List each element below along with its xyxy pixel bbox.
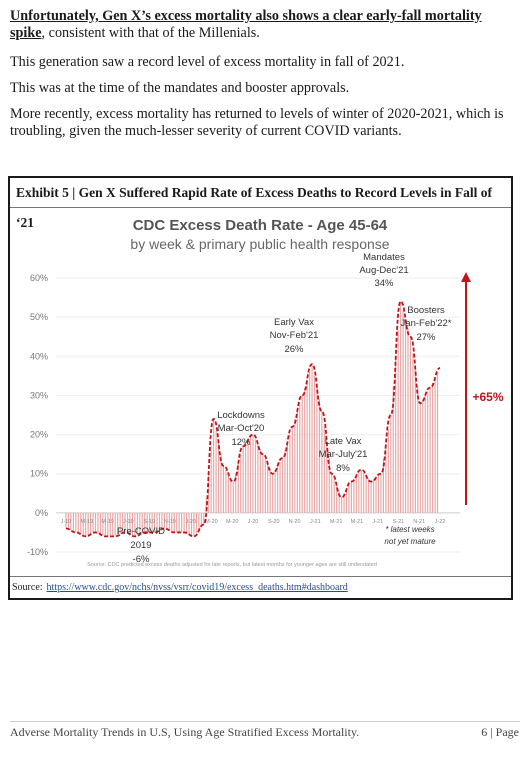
paragraph-text: , consistent with that of the Millenials… [41, 25, 260, 41]
x-tick-label: M-19 [101, 519, 114, 525]
annotation-latevax-1: Late Vax [325, 436, 362, 447]
x-tick-label: J-19 [123, 519, 134, 525]
x-tick-label: J-21 [372, 519, 383, 525]
annotation-precovid-1: Pre-COVID [117, 526, 165, 537]
exhibit-title: Exhibit 5 | Gen X Suffered Rapid Rate of… [10, 178, 511, 230]
x-tick-label: J-20 [248, 519, 259, 525]
paragraph-emphasis: Unfortunately, Gen X’s excess mortality … [10, 8, 482, 41]
annotation-boosters-3: 27% [416, 332, 436, 343]
chart-area: CDC Excess Death Rate - Age 45-64 by wee… [10, 208, 511, 580]
y-axis-labels: 60% 50% 40% 30% 20% 10% 0% -10% [27, 273, 48, 557]
x-tick-label: J-20 [185, 519, 196, 525]
source-link[interactable]: https://www.cdc.gov/nchs/nvss/vsrr/covid… [46, 582, 348, 593]
x-tick-label: J-21 [310, 519, 321, 525]
annotation-lockdowns-2: Mar-Oct'20 [218, 423, 265, 434]
page-number: 6 | Page [481, 725, 519, 739]
y-tick-label: 50% [30, 312, 48, 322]
grid [56, 277, 460, 553]
annotation-note-2: not yet mature [384, 537, 436, 546]
annotation-precovid-3: -6% [133, 554, 150, 565]
y-tick-label: 30% [30, 390, 48, 400]
annotation-precovid-2: 2019 [130, 540, 151, 551]
chart-title: CDC Excess Death Rate - Age 45-64 [133, 217, 388, 234]
y-tick-label: 10% [30, 469, 48, 479]
x-tick-label: M-20 [226, 519, 239, 525]
footer-title: Adverse Mortality Trends in U.S, Using A… [10, 725, 360, 739]
paragraph-record-level: This generation saw a record level of ex… [10, 54, 405, 70]
annotation-lockdowns-1: Lockdowns [217, 410, 265, 421]
annotation-boosters-1: Boosters [407, 305, 445, 316]
x-tick-label: S-21 [393, 519, 405, 525]
annotation-mandates-3: 34% [374, 278, 394, 289]
source-note: Source: CDC predicted excess deaths adju… [87, 562, 377, 568]
annotation-earlyvax-2: Nov-Feb'21 [270, 330, 319, 341]
x-tick-label: S-20 [268, 519, 280, 525]
chart-subtitle: by week & primary public health response [130, 236, 389, 252]
annotation-latevax-3: 8% [336, 463, 350, 474]
paragraph-gen-x-spike: Unfortunately, Gen X’s excess mortality … [10, 8, 520, 42]
excess-death-chart: CDC Excess Death Rate - Age 45-64 by wee… [27, 217, 504, 568]
x-tick-label: S-19 [143, 519, 155, 525]
annotation-note-1: * latest weeks [385, 525, 434, 534]
x-tick-label: M-19 [81, 519, 94, 525]
x-tick-label: J-19 [61, 519, 72, 525]
annotation-lockdowns-3: 12% [231, 437, 251, 448]
x-tick-label: M-21 [351, 519, 364, 525]
x-tick-label: M-21 [330, 519, 343, 525]
y-tick-label: 60% [30, 273, 48, 283]
annotation-mandates-2: Aug-Dec'21 [359, 265, 408, 276]
paragraph-mandates: This was at the time of the mandates and… [10, 80, 350, 96]
annotation-boosters-2: Jan-Feb'22* [401, 318, 452, 329]
annotation-earlyvax-1: Early Vax [274, 317, 314, 328]
change-label: +65% [472, 390, 503, 404]
source-label: Source: [12, 582, 43, 593]
y-tick-label: 20% [30, 430, 48, 440]
series-line [65, 300, 441, 538]
change-arrow-head [461, 272, 471, 282]
paragraph-recent: More recently, excess mortality has retu… [10, 106, 504, 139]
footer-divider [10, 721, 520, 722]
exhibit-box: Exhibit 5 | Gen X Suffered Rapid Rate of… [8, 176, 513, 600]
x-axis-labels: J-19 M-19 M-19 J-19 S-19 N-19 J-20 M-20 M-20 J-20… [61, 519, 446, 525]
x-tick-label: J-22 [435, 519, 446, 525]
annotation-earlyvax-3: 26% [284, 344, 304, 355]
y-tick-label: 40% [30, 351, 48, 361]
y-tick-label: 0% [35, 508, 48, 518]
x-tick-label: N-20 [289, 519, 301, 525]
y-tick-label: -10% [27, 547, 48, 557]
source-row: Source: https://www.cdc.gov/nchs/nvss/vsr… [10, 576, 511, 598]
x-tick-label: N-19 [164, 519, 176, 525]
annotation-latevax-2: Mar-July'21 [319, 449, 368, 460]
annotation-mandates-1: Mandates [363, 252, 405, 263]
x-tick-label: M-20 [205, 519, 218, 525]
x-tick-label: N-21 [413, 519, 425, 525]
